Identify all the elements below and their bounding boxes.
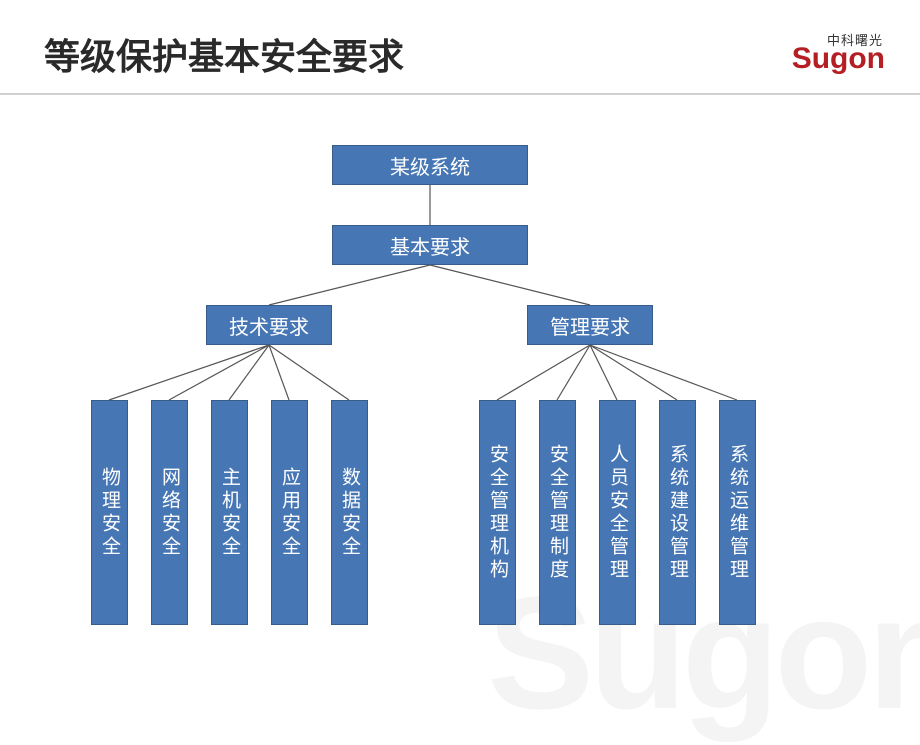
leaf-tech-0: 物理安全: [91, 400, 128, 625]
tree-diagram: 某级系统基本要求技术要求 管理要求物理安全网络安全主机安全应用安全数据安全 安全管理…: [0, 95, 920, 690]
leaf-mgmt-1: 安全管理制度: [539, 400, 576, 625]
leaf-mgmt-4: 系统运维管理: [719, 400, 756, 625]
leaf-tech-1: 网络安全: [151, 400, 188, 625]
leaf-mgmt-2: 人员安全管理: [599, 400, 636, 625]
node-mgmt: 管理要求: [527, 305, 653, 345]
leaf-tech-2: 主机安全: [211, 400, 248, 625]
leaf-tech-3: 应用安全: [271, 400, 308, 625]
leaf-mgmt-3: 系统建设管理: [659, 400, 696, 625]
page-title: 等级保护基本安全要求: [44, 28, 404, 80]
node-root: 某级系统: [332, 145, 528, 185]
logo: 中科曙光 Sugon: [792, 30, 885, 72]
node-basic: 基本要求: [332, 225, 528, 265]
header: 等级保护基本安全要求 中科曙光 Sugon: [0, 0, 920, 95]
logo-en-text: Sugon: [792, 45, 885, 72]
leaf-tech-4: 数据安全: [331, 400, 368, 625]
node-tech: 技术要求: [206, 305, 332, 345]
leaf-mgmt-0: 安全管理机构: [479, 400, 516, 625]
